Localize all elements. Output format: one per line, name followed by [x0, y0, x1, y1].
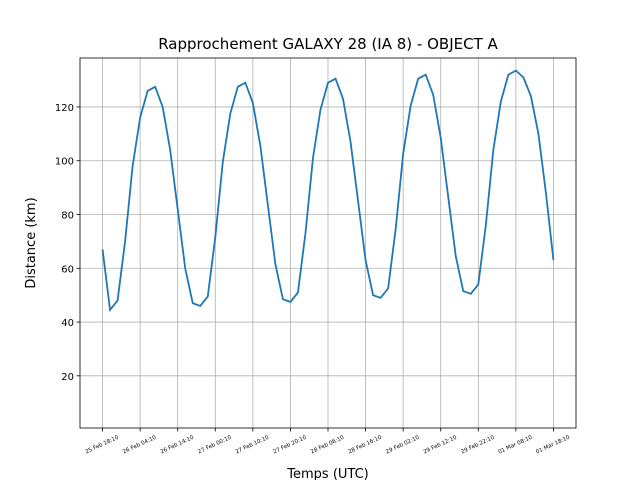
y-tick-label: 120 — [55, 103, 74, 114]
y-axis-label: Distance (km) — [24, 197, 39, 288]
plot-frame — [79, 57, 577, 429]
chart-title: Rapprochement GALAXY 28 (IA 8) - OBJECT … — [158, 35, 498, 53]
y-tick-label: 20 — [61, 372, 74, 383]
y-tick-label: 40 — [61, 318, 74, 329]
y-tick-label: 80 — [61, 210, 74, 221]
y-tick-label: 100 — [55, 157, 74, 168]
data-line — [101, 69, 555, 313]
y-tick-label: 60 — [61, 264, 74, 275]
x-axis-label: Temps (UTC) — [286, 467, 368, 480]
